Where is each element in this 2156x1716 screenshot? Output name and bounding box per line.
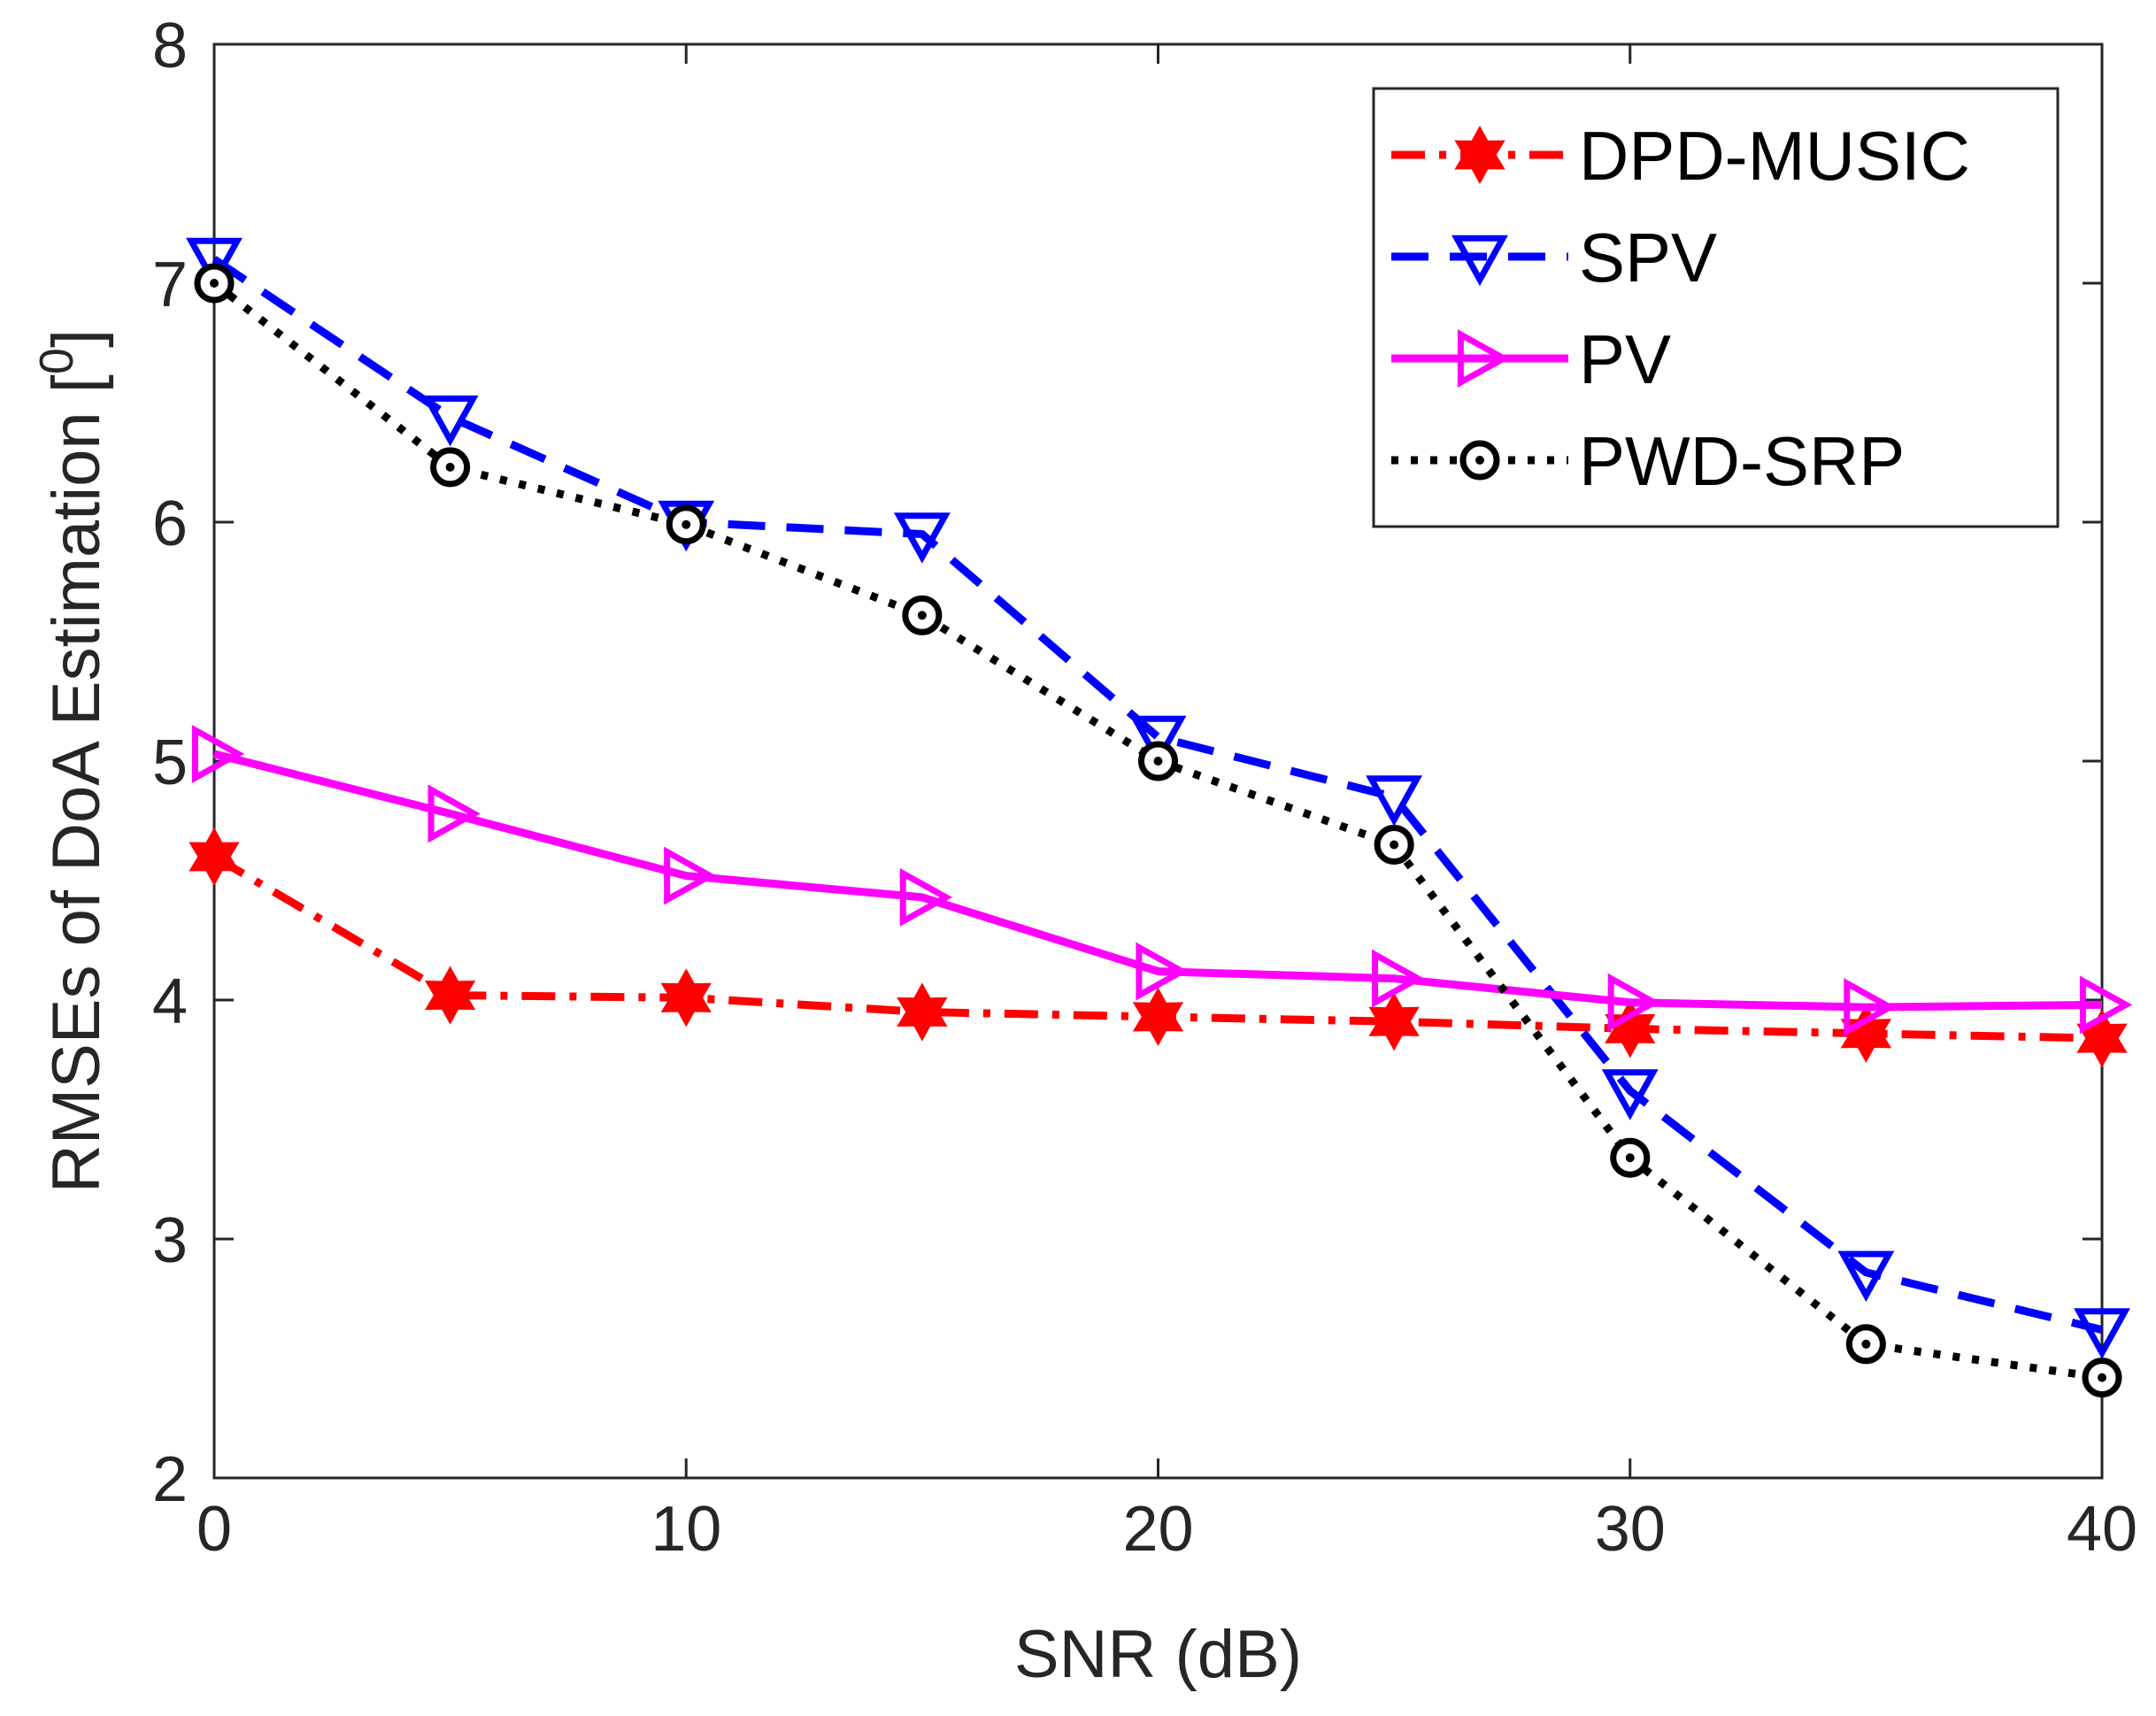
data-point-pv bbox=[1136, 942, 1189, 1001]
series-spv bbox=[186, 237, 2130, 1359]
data-point-spv bbox=[421, 395, 479, 447]
data-point-pv bbox=[191, 724, 245, 783]
legend-item-pwd-srp: PWD-SRP bbox=[1391, 422, 1905, 500]
marker-center bbox=[1625, 1153, 1635, 1163]
data-point-pwd-srp bbox=[902, 595, 943, 635]
y-tick-label: 5 bbox=[152, 727, 188, 798]
data-point-pwd-srp bbox=[2082, 1358, 2122, 1398]
series-pv bbox=[191, 724, 2133, 1037]
legend-swatch-marker bbox=[1451, 235, 1508, 287]
data-point-pwd-srp bbox=[194, 263, 235, 304]
legend-label: PV bbox=[1579, 320, 1671, 398]
series-line-spv bbox=[212, 256, 2104, 1334]
data-point-pv bbox=[1372, 949, 1425, 1008]
data-point-spv bbox=[1129, 715, 1187, 767]
data-point-pwd-srp bbox=[666, 504, 706, 545]
data-point-pwd-srp bbox=[1138, 741, 1178, 781]
data-point-dpd-music bbox=[1368, 992, 1420, 1051]
x-axis-label: SNR (dB) bbox=[1014, 1617, 1302, 1692]
data-point-dpd-music bbox=[1605, 999, 1656, 1058]
series-dpd-music bbox=[189, 827, 2128, 1068]
y-axis-label: RMSEs of DoA Estimation [0] bbox=[30, 329, 114, 1193]
marker-center bbox=[1861, 1339, 1871, 1349]
data-point-dpd-music bbox=[1840, 1004, 1892, 1063]
marker-center bbox=[210, 279, 219, 288]
data-point-pv bbox=[899, 867, 953, 927]
y-axis: 2 3 4 5 6 7 8 bbox=[152, 11, 2102, 1515]
x-tick-label: 0 bbox=[196, 1494, 232, 1565]
y-tick-label: 4 bbox=[152, 966, 188, 1037]
data-point-pwd-srp bbox=[1610, 1137, 1651, 1178]
data-point-pv bbox=[2079, 975, 2133, 1035]
marker-center bbox=[2098, 1373, 2106, 1382]
data-point-spv bbox=[186, 237, 243, 289]
data-point-pv bbox=[1607, 973, 1660, 1032]
marker-center bbox=[917, 611, 927, 620]
legend-label: SPV bbox=[1579, 219, 1717, 296]
data-point-pwd-srp bbox=[430, 447, 471, 488]
x-axis: 0 10 20 30 40 bbox=[196, 44, 2137, 1565]
data-point-dpd-music bbox=[2076, 1009, 2128, 1068]
data-point-pv bbox=[1844, 978, 1897, 1037]
legend-item-spv: SPV bbox=[1391, 219, 1717, 296]
legend-swatch-marker bbox=[1454, 125, 1505, 185]
legend-label: PWD-SRP bbox=[1579, 422, 1905, 500]
y-tick-label: 2 bbox=[152, 1444, 188, 1515]
y-axis-label-suffix: ] bbox=[39, 329, 114, 348]
y-tick-label: 3 bbox=[152, 1205, 188, 1276]
data-point-spv bbox=[1837, 1250, 1895, 1303]
legend-item-dpd-music: DPD-MUSIC bbox=[1391, 117, 1970, 195]
series-pwd-srp bbox=[194, 263, 2122, 1398]
series-line-pv bbox=[212, 750, 2103, 1012]
x-tick-label: 10 bbox=[651, 1494, 721, 1565]
marker-center bbox=[1475, 456, 1484, 465]
y-tick-label: 7 bbox=[152, 250, 188, 320]
data-point-dpd-music bbox=[189, 827, 240, 887]
data-point-dpd-music bbox=[1132, 987, 1184, 1046]
data-point-spv bbox=[1601, 1069, 1659, 1120]
y-tick-label: 6 bbox=[152, 489, 188, 559]
data-point-dpd-music bbox=[660, 968, 712, 1027]
marker-center bbox=[1390, 840, 1399, 850]
legend: DPD-MUSIC SPV PV PWD-SRP bbox=[1372, 87, 2060, 528]
legend-item-pv: PV bbox=[1391, 320, 1671, 398]
series-layer bbox=[186, 237, 2133, 1398]
marker-center bbox=[681, 519, 691, 529]
data-point-dpd-music bbox=[424, 966, 476, 1025]
data-point-pv bbox=[427, 784, 481, 843]
x-tick-label: 40 bbox=[2067, 1494, 2137, 1565]
data-point-dpd-music bbox=[897, 982, 948, 1042]
data-point-spv bbox=[2074, 1308, 2130, 1359]
x-tick-label: 20 bbox=[1122, 1494, 1193, 1565]
marker-center bbox=[1153, 757, 1163, 766]
legend-label: DPD-MUSIC bbox=[1579, 117, 1970, 195]
legend-swatch-marker bbox=[1457, 329, 1511, 388]
y-axis-label-text: RMSEs of DoA Estimation [ bbox=[39, 374, 114, 1193]
y-axis-label-superscript: 0 bbox=[30, 348, 83, 374]
data-point-pv bbox=[664, 846, 717, 905]
y-tick-label: 8 bbox=[152, 11, 188, 81]
data-point-spv bbox=[1366, 775, 1423, 827]
legend-swatch-marker bbox=[1459, 440, 1500, 481]
x-tick-label: 30 bbox=[1595, 1494, 1666, 1565]
data-point-spv bbox=[893, 512, 951, 564]
data-point-pwd-srp bbox=[1374, 825, 1414, 865]
marker-center bbox=[445, 462, 455, 472]
data-point-pwd-srp bbox=[1845, 1324, 1886, 1365]
